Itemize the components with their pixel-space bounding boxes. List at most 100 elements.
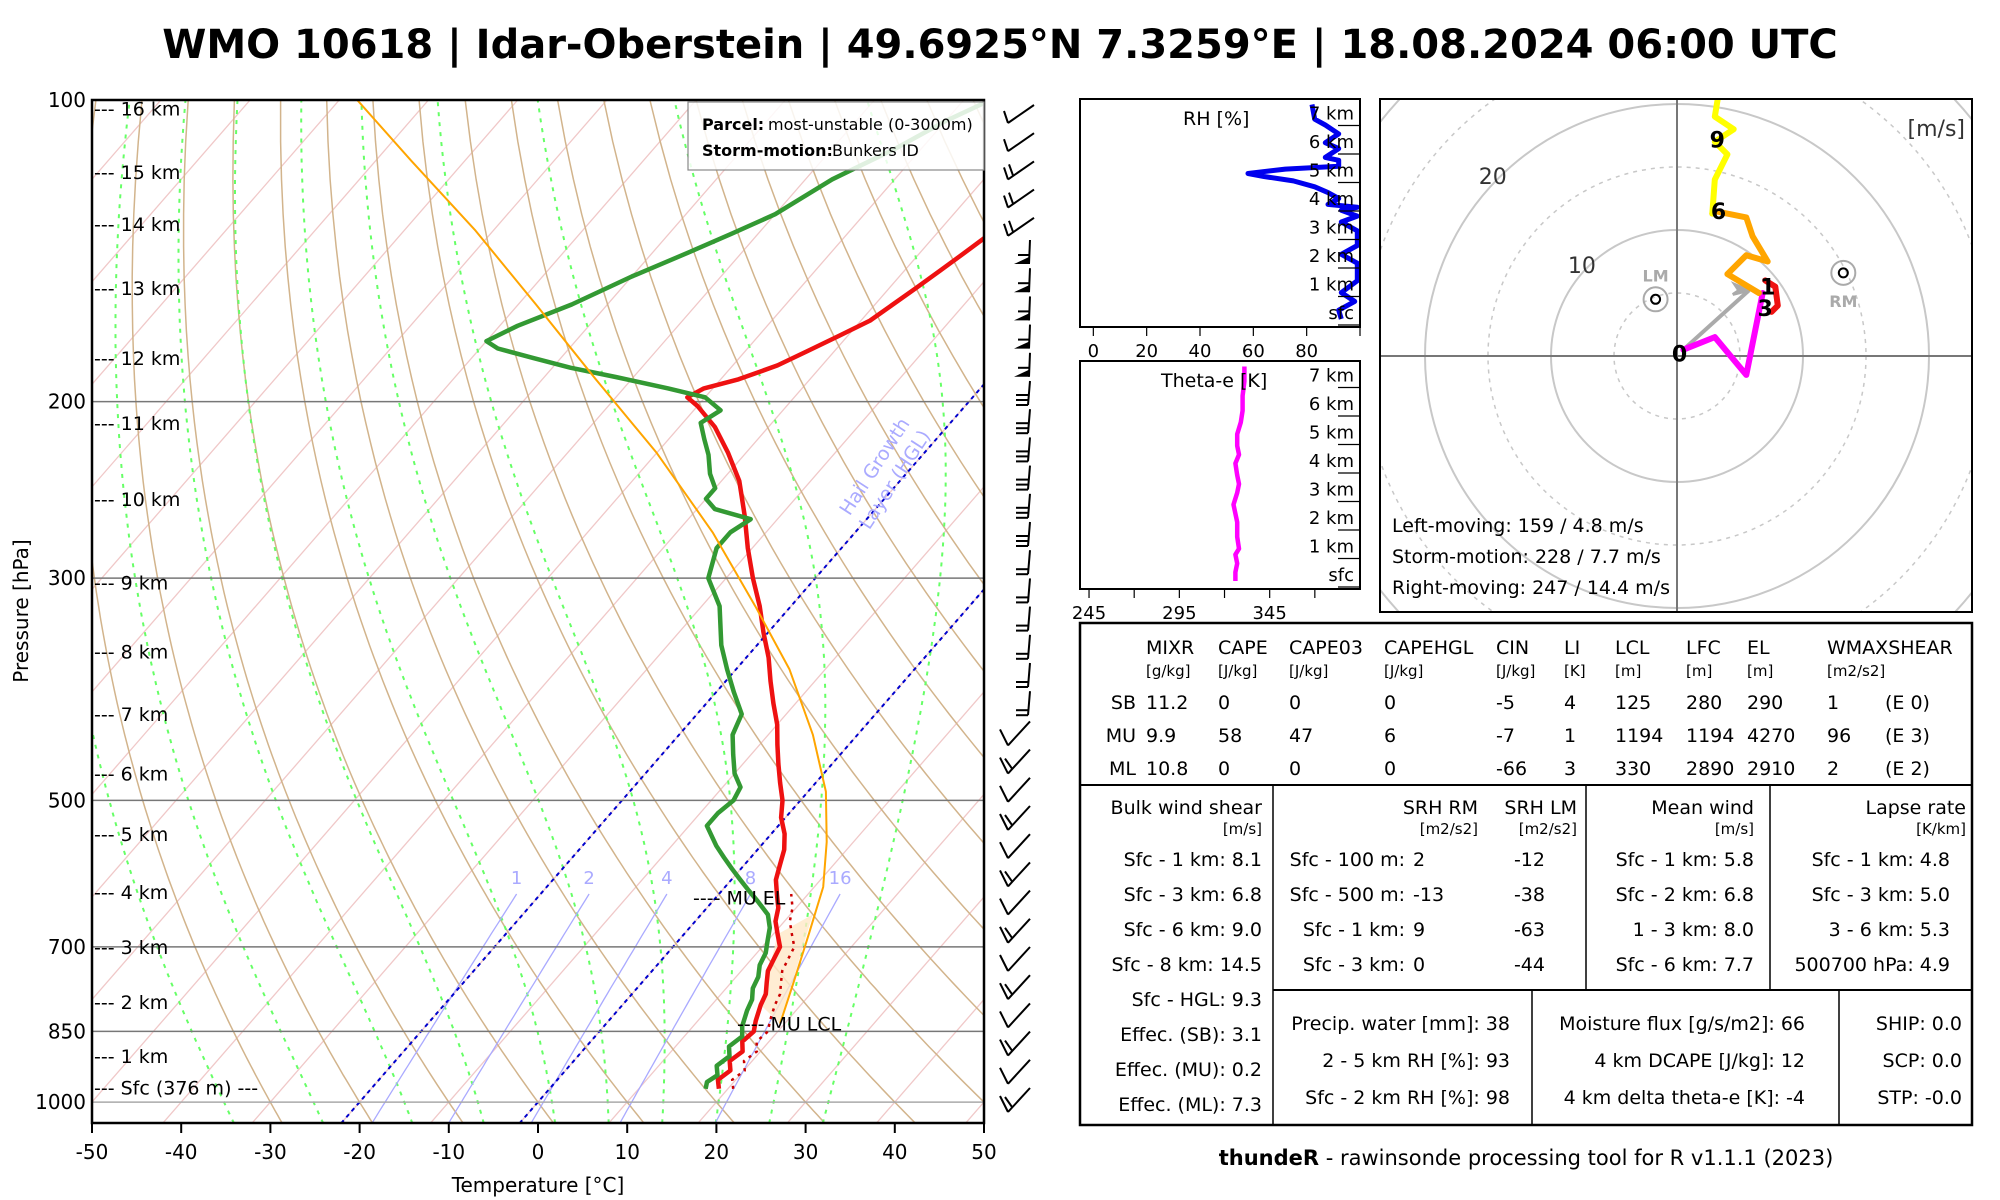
- srh-row-label: Sfc - 3 km:: [1303, 954, 1405, 976]
- isotherm-line: [92, 100, 340, 386]
- param-cell: 3: [1564, 758, 1576, 780]
- lapse-rate-row: Sfc - 1 km: 4.8: [1812, 849, 1950, 871]
- wind-barb: [999, 861, 1031, 888]
- param-cell: 0: [1289, 758, 1301, 780]
- srh-rm-unit: [m2/s2]: [1420, 820, 1478, 838]
- param-cell: 58: [1218, 725, 1242, 747]
- lapse-rate-row: 500700 hPa: 4.9: [1794, 954, 1950, 976]
- param-cell: 11.2: [1146, 692, 1188, 714]
- dewpoint-line: [484, 100, 984, 1090]
- mixing-ratio-label: 1: [511, 868, 522, 889]
- x-tick-label: 20: [1135, 341, 1158, 362]
- param-unit: [J/kg]: [1496, 662, 1535, 680]
- bulk-shear-title: Bulk wind shear: [1111, 797, 1263, 819]
- hodo-height-marker: 12: [1718, 0, 1749, 8]
- height-label: --- 11 km: [94, 413, 180, 435]
- height-label: --- 15 km: [94, 162, 180, 184]
- hodo-height-marker: 0: [1672, 342, 1687, 367]
- x-tick-label: 0: [1088, 341, 1099, 362]
- footer-text: thundeR - rawinsonde processing tool for…: [1219, 1146, 1834, 1170]
- legend-storm-value: Bunkers ID: [832, 141, 919, 160]
- mixing-ratio-label: 16: [829, 868, 852, 889]
- hodo-segment: [1709, 99, 1737, 217]
- x-tick-label: 40: [882, 1140, 907, 1164]
- dry-adiabat-line: [695, 100, 984, 673]
- x-tick-label: 345: [1252, 603, 1286, 624]
- x-axis-label: Temperature [°C]: [451, 1173, 625, 1197]
- param-cell: 125: [1615, 692, 1651, 714]
- param-header: LFC: [1686, 637, 1721, 659]
- composite-row: STP: -0.0: [1877, 1087, 1962, 1109]
- theta-e-line: [1231, 366, 1247, 581]
- srh-lm-value: -38: [1514, 884, 1545, 906]
- RH-line: [1245, 104, 1360, 320]
- isotherm-line: [786, 895, 984, 1123]
- x-tick-label: 20: [704, 1140, 729, 1164]
- mixing-ratio-line: [447, 893, 590, 1123]
- parameters-table: MIXR [g/kg] CAPE [J/kg] CAPE03 [J/kg] CAPEHGL […: [1078, 621, 1974, 1127]
- lm-marker-ring: [1642, 286, 1669, 313]
- bulk-shear-row: Sfc - 6 km: 9.0: [1124, 919, 1262, 941]
- bulk-shear-unit: [m/s]: [1223, 820, 1262, 838]
- hodo-height-marker: 6: [1711, 200, 1726, 225]
- height-label: --- 12 km: [94, 348, 180, 370]
- footer-description: - rawinsonde processing tool for R v1.1.…: [1319, 1146, 1833, 1170]
- moist-adiabat-line: [436, 100, 666, 1123]
- hodo-height-marker: 3: [1758, 297, 1773, 322]
- wind-barb: [1003, 188, 1035, 209]
- param-cell: 4: [1564, 692, 1576, 714]
- hodo-stat-storm: Storm-motion: 228 / 7.7 m/s: [1392, 546, 1661, 568]
- param-unit: [J/kg]: [1218, 662, 1257, 680]
- param-cell: 10.8: [1146, 758, 1188, 780]
- moist-adiabat-line: [360, 100, 610, 1123]
- isotherm-line: [92, 100, 697, 796]
- theta-e-panel: Theta-e [K] 7 km 6 km 5 km 4 km 3 km 2 km 1 km…: [1072, 360, 1361, 624]
- skewt-profiles: [356, 100, 984, 1090]
- height-label: --- 13 km: [94, 278, 180, 300]
- misc-row: 4 km delta theta-e [K]: -4: [1564, 1087, 1805, 1109]
- param-cell: 96: [1827, 725, 1851, 747]
- param-cell: 280: [1686, 692, 1722, 714]
- page-title: WMO 10618 | Idar-Oberstein | 49.6925°N 7…: [162, 22, 1838, 69]
- x-tick-label: 50: [971, 1140, 996, 1164]
- isotherm-line: [92, 100, 786, 898]
- height-label: 1 km: [1309, 537, 1354, 558]
- composite-row: SHIP: 0.0: [1876, 1013, 1962, 1035]
- dry-adiabat-line: [131, 100, 374, 1123]
- skewt-background-lines: 1 2 4 8 16: [92, 100, 984, 1123]
- mean-wind-row: Sfc - 1 km: 5.8: [1616, 849, 1754, 871]
- height-label: --- 4 km: [94, 882, 168, 904]
- lm-label: LM: [1643, 266, 1669, 285]
- skewt-axes: -50 -40 -30 -20 -10 0 10 20 30 40 50 100 200 300 500 70…: [35, 88, 997, 1164]
- dry-adiabat-line: [556, 100, 984, 931]
- x-tick-label: 0: [532, 1140, 545, 1164]
- mean-wind-unit: [m/s]: [1715, 820, 1754, 838]
- wind-barb: [999, 974, 1031, 1000]
- srh-lm-unit: [m2/s2]: [1519, 820, 1577, 838]
- wind-barb: [1003, 160, 1035, 181]
- wind-barb: [1016, 380, 1031, 406]
- wind-barb: [999, 720, 1031, 747]
- mixing-ratio-label: 4: [661, 868, 672, 889]
- param-header: CAPE: [1218, 637, 1268, 659]
- dry-adiabat-line: [649, 100, 984, 759]
- srh-lm-value: -63: [1514, 919, 1545, 941]
- wind-barb: [999, 1002, 1031, 1029]
- isotherm-line: [92, 100, 251, 283]
- lm-marker-dot: [1650, 293, 1662, 305]
- isotherm-line: [162, 178, 984, 1123]
- height-label: 4 km: [1309, 189, 1354, 210]
- param-cell: 6: [1384, 725, 1396, 747]
- x-tick-label: -20: [343, 1140, 376, 1164]
- wind-barb: [1016, 493, 1031, 519]
- hodo-segment: [1680, 290, 1766, 378]
- moist-adiabat-line: [234, 100, 485, 1123]
- height-label: --- 3 km: [94, 937, 168, 959]
- height-label: 6 km: [1309, 394, 1354, 415]
- dry-adiabat-line: [603, 100, 984, 845]
- param-cell: 0: [1384, 692, 1396, 714]
- y-axis-label: Pressure [hPa]: [9, 539, 33, 682]
- rm-marker-ring: [1830, 259, 1857, 286]
- srh-lm-value: -12: [1514, 849, 1545, 871]
